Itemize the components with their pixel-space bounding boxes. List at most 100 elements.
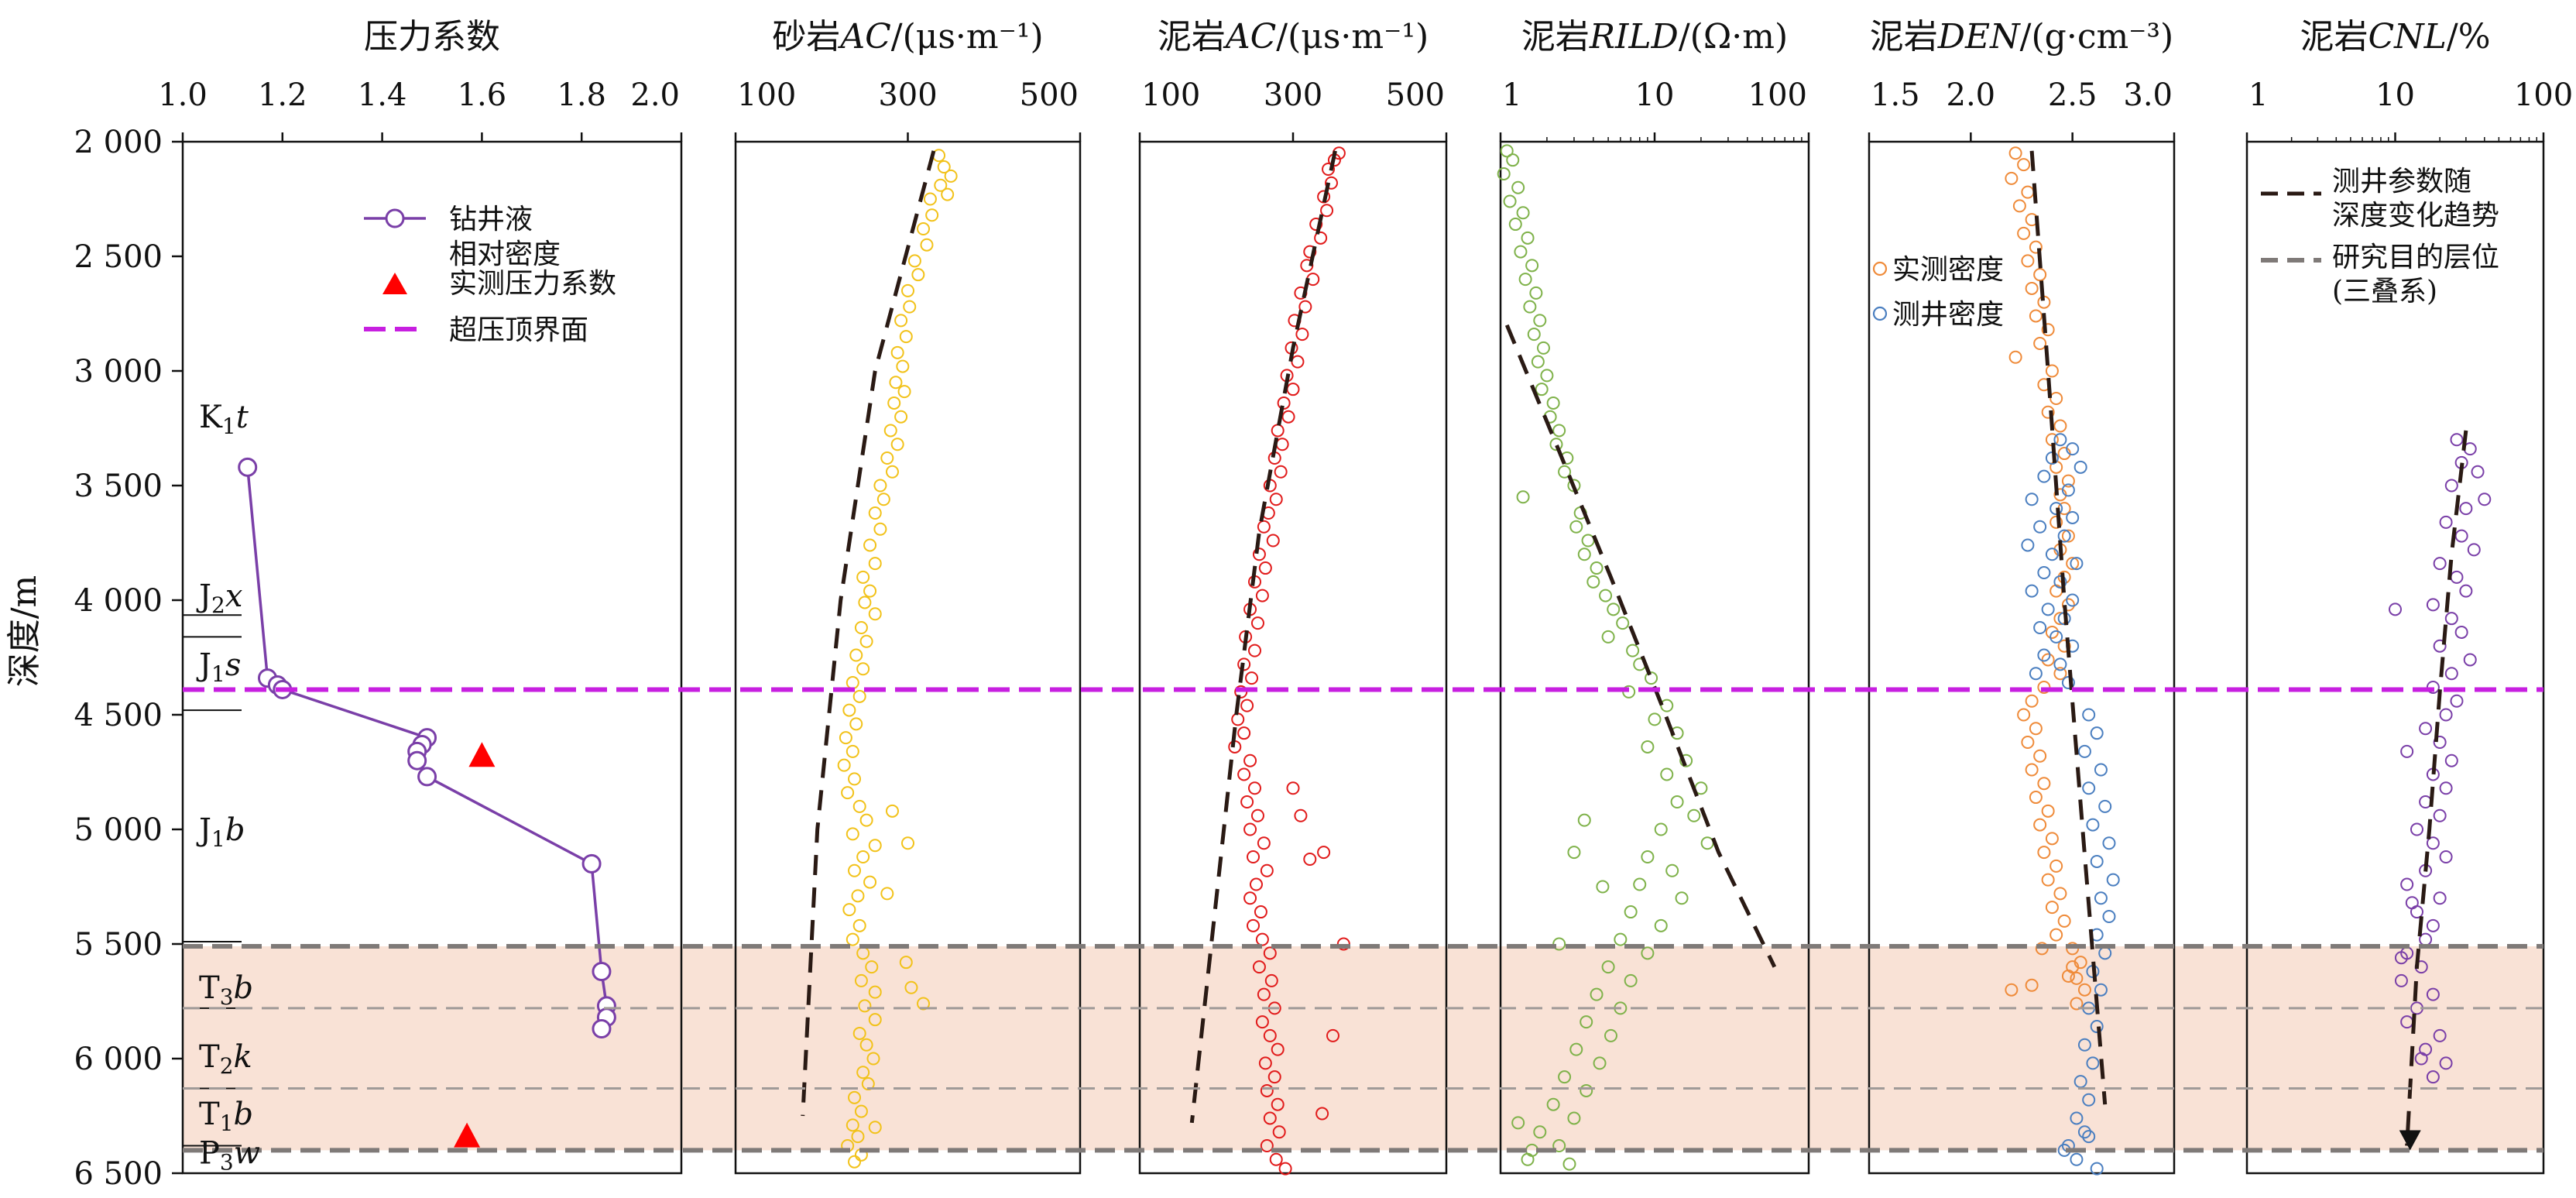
strata-label: P3w <box>199 1135 260 1175</box>
x-tick-label: 1.6 <box>458 77 507 113</box>
data-point-den <box>2033 818 2047 832</box>
data-point-den <box>2077 744 2091 758</box>
x-tick-label: 1.2 <box>258 77 307 113</box>
data-point-rild <box>1518 273 1532 287</box>
data-point-rild <box>1533 1125 1547 1139</box>
data-point-den <box>2033 520 2047 534</box>
data-point-rild <box>1596 880 1610 894</box>
data-point-rild <box>1633 877 1647 891</box>
data-point-sand-ac <box>937 160 951 174</box>
data-point-sand-ac <box>907 254 921 268</box>
data-point-cnl <box>2439 1056 2453 1070</box>
data-point-den <box>2049 859 2063 873</box>
data-point-den <box>2053 657 2067 671</box>
data-point-mud-ac <box>1314 231 1328 245</box>
trend-line-den <box>2029 150 2108 1105</box>
data-point-cnl <box>2400 744 2414 758</box>
data-point-den <box>2066 510 2080 524</box>
data-point-mud-ac <box>1317 846 1331 860</box>
x-tick-label: 1.0 <box>158 77 208 113</box>
data-point-sand-ac <box>846 1118 859 1132</box>
data-point-sand-ac <box>890 438 904 451</box>
data-point-den <box>2057 914 2071 928</box>
data-point-sand-ac <box>868 839 882 853</box>
target-interval-band <box>183 946 2543 1151</box>
mud-density-point <box>592 1019 612 1039</box>
data-point-mud-ac <box>1298 300 1312 314</box>
data-point-den <box>2053 433 2067 447</box>
data-point-den <box>2049 515 2063 529</box>
data-point-rild <box>1569 520 1583 534</box>
data-point-cnl <box>2471 465 2485 479</box>
data-point-rild <box>1521 231 1535 245</box>
data-point-sand-ac <box>934 178 948 192</box>
data-point-den <box>2077 983 2091 997</box>
data-point-den <box>2021 254 2035 268</box>
data-point-rild <box>1601 630 1615 644</box>
data-point-cnl <box>2433 557 2447 571</box>
x-tick-label: 1.4 <box>358 77 407 113</box>
data-point-sand-ac <box>873 479 887 493</box>
data-point-cnl <box>2439 850 2453 864</box>
data-point-den <box>2037 648 2051 662</box>
data-point-sand-ac <box>903 300 917 314</box>
data-point-mud-ac <box>1252 548 1266 561</box>
data-point-den <box>2045 548 2059 561</box>
x-tick-label: 1.8 <box>557 77 606 113</box>
data-point-sand-ac <box>894 410 908 424</box>
trend-line-mud-ac <box>1189 150 1337 1124</box>
data-point-mud-ac <box>1258 1056 1272 1070</box>
data-point-cnl <box>2394 951 2408 965</box>
data-point-den <box>2049 928 2063 942</box>
trend-line-cnl <box>2405 430 2468 1146</box>
data-point-den <box>2008 146 2022 160</box>
data-point-sand-ac <box>859 813 873 827</box>
data-point-sand-ac <box>885 465 899 479</box>
data-point-cnl <box>2433 1028 2447 1042</box>
data-point-sand-ac <box>865 960 879 974</box>
data-point-sand-ac <box>899 330 913 344</box>
strata-label: K1t <box>199 400 249 439</box>
data-point-rild <box>1675 891 1689 905</box>
data-point-rild <box>1535 383 1549 396</box>
data-point-den <box>2082 1093 2096 1107</box>
data-point-mud-ac <box>1243 891 1257 905</box>
panel-title-mud-ac: 泥岩AC/(μs·m⁻¹) <box>1158 17 1429 57</box>
data-point-den <box>2070 971 2084 985</box>
data-point-sand-ac <box>873 522 887 536</box>
data-point-rild <box>1679 753 1693 767</box>
data-point-den <box>2021 538 2035 552</box>
data-point-sand-ac <box>868 557 882 571</box>
legend-marker-mud <box>385 208 405 228</box>
data-point-den <box>2077 1038 2091 1052</box>
data-point-den <box>2041 405 2055 419</box>
data-point-cnl <box>2389 602 2402 616</box>
data-point-cnl <box>2439 515 2453 529</box>
data-point-rild <box>1516 206 1530 220</box>
data-point-sand-ac <box>861 1077 875 1091</box>
strata-label: J1s <box>196 647 241 687</box>
data-point-rild <box>1549 438 1563 451</box>
data-point-sand-ac <box>846 827 859 841</box>
x-tick-label: 500 <box>1020 77 1079 113</box>
data-point-mud-ac <box>1269 1152 1283 1166</box>
data-point-rild <box>1590 561 1604 575</box>
data-point-sand-ac <box>858 999 872 1013</box>
data-point-den <box>2021 185 2035 199</box>
data-point-mud-ac <box>1237 767 1251 781</box>
measured-pressure-triangle <box>454 1122 481 1148</box>
data-point-den <box>2049 502 2063 516</box>
data-point-mud-ac <box>1243 753 1257 767</box>
data-point-rild <box>1624 973 1638 987</box>
data-point-sand-ac <box>849 717 863 731</box>
data-point-rild <box>1626 644 1640 657</box>
data-point-rild <box>1577 813 1591 827</box>
data-point-den <box>2077 1125 2091 1139</box>
data-point-sand-ac <box>852 689 866 703</box>
data-point-mud-ac <box>1267 1070 1281 1084</box>
data-point-den <box>2033 268 2047 282</box>
data-point-rild <box>1624 905 1638 919</box>
data-point-sand-ac <box>859 1038 873 1052</box>
data-point-den <box>2086 818 2100 832</box>
data-point-cnl <box>2450 570 2464 584</box>
